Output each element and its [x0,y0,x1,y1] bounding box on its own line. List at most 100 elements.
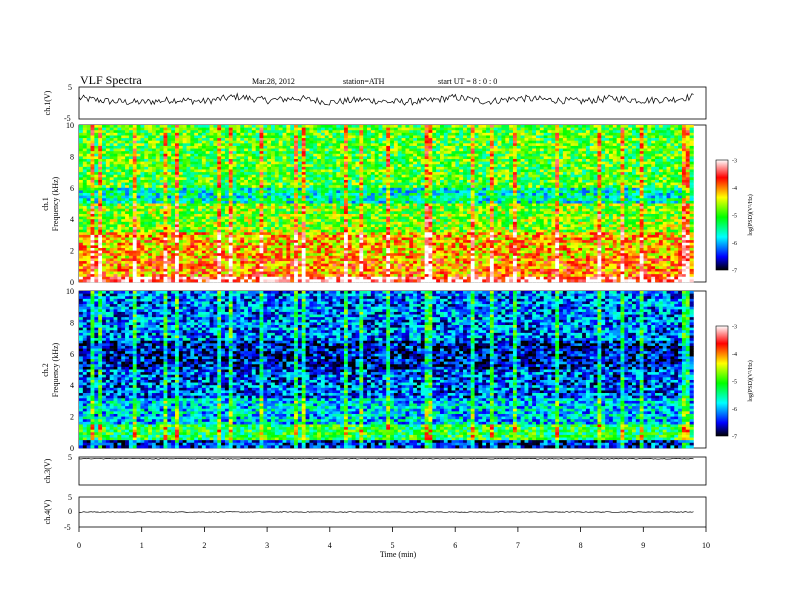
ch1-spectrogram-cell [343,164,349,168]
ch1-spectrogram-cell [559,185,564,189]
ch1-spectrogram-cell [271,143,276,147]
ch1-spectrogram-cell [662,125,667,128]
ch1-spectrogram-cell [117,164,122,168]
ch1-spectrogram-cell [643,177,648,181]
ch1-spectrogram-cell [455,125,460,128]
ch1-spectrogram-cell [132,203,137,207]
ch1-spectrogram-cell [685,177,690,181]
ch1-spectrogram-cell [117,161,122,165]
ch1-spectrogram-cell [309,156,314,160]
ch1-spectrogram-cell [559,148,564,152]
ch1-spectrogram-cell [443,151,448,155]
ch1-spectrogram-cell [240,182,245,186]
ch1-spectrogram-cell [501,130,506,134]
ch1-spectrogram-cell [393,148,399,152]
ch1-spectrogram-cell [493,182,498,186]
ch1-spectrogram-cell [547,159,552,162]
ch1-spectrogram-cell [359,177,364,181]
ch1-spectrogram-cell [117,195,122,199]
ch1-spectrogram-cell [486,135,491,139]
ch1-spectrogram-cell [370,127,376,131]
ch1-spectrogram-cell [470,177,475,181]
ch1-spectrogram-cell [324,148,329,152]
ch1-spectrogram-cell [620,169,625,173]
ch1-spectrogram-cell [121,153,126,157]
ch1-spectrogram-cell [224,198,230,202]
ch1-spectrogram-cell [109,187,114,191]
ch1-spectrogram-cell [570,179,575,183]
ch1-spectrogram-cell [105,206,111,210]
ch1-spectrogram-cell [278,125,283,128]
ch1-spectrogram-cell [217,138,222,141]
ch1-spectrogram-cell [255,145,260,149]
ch1-spectrogram-cell [113,206,118,210]
ch1-spectrogram-cell [163,159,168,162]
ch1-spectrogram-cell [347,164,352,168]
ch1-spectrogram-cell [543,127,548,131]
ch1-spectrogram-cell [109,135,114,139]
ch1-spectrogram-cell [413,187,418,191]
ch1-spectrogram-cell [489,169,495,173]
ch1-spectrogram-cell [574,190,579,194]
ch1-spectrogram-cell [497,125,502,128]
ch1-spectrogram-cell [597,187,602,191]
ch1-spectrogram-cell [489,148,495,152]
ch1-spectrogram-cell [401,185,406,189]
ch1-spectrogram-cell [336,125,341,128]
ch1-spectrogram-cell [616,185,621,189]
ch1-spectrogram-cell [247,164,253,168]
ch1-spectrogram-cell [478,164,483,168]
ch1-spectrogram-cell [271,130,276,134]
ch1-spectrogram-cell [397,148,402,152]
ch1-spectrogram-cell [167,193,172,196]
ch1-spectrogram-cell [447,190,452,194]
ch1-spectrogram-cell [401,130,406,134]
ch1-spectrogram-cell [247,172,253,176]
ch1-spectrogram-cell [578,172,583,176]
ch1-spectrogram-cell [186,135,191,139]
ch1-spectrogram-cell [436,190,441,194]
ch1-spectrogram-cell [589,140,594,144]
ch1-spectrogram-cell [90,127,95,131]
ch1-spectrogram-cell [597,161,602,165]
ch1-spectrogram-cell [635,140,640,144]
ch1-spectrogram-cell [647,127,652,131]
ch1-spectrogram-cell [416,140,422,144]
ch1-spectrogram-cell [221,156,226,160]
ch1-spectrogram-cell [351,156,356,160]
ch1-spectrogram-cell [228,161,233,165]
ch1-spectrogram-cell [247,125,253,128]
ch1-spectrogram-cell [543,190,548,194]
ch1-spectrogram-cell [328,138,333,141]
ch1-spectrogram-cell [628,138,633,141]
ch1-spectrogram-cell [574,182,579,186]
ch1-spectrogram-cell [148,187,153,191]
ch1-spectrogram-cell [217,148,222,152]
ch1-spectrogram-cell [655,190,660,194]
ch1-spectrogram-cell [263,187,268,191]
ch1-spectrogram-cell [98,143,103,147]
ch1-spectrogram-cell [332,198,337,202]
ch1-spectrogram-cell [224,159,230,162]
ch1-spectrogram-cell [224,151,230,155]
ch1-spectrogram-cell [217,187,222,191]
ch1-spectrogram-cell [605,132,610,136]
ch1-spectrogram-cell [359,166,364,170]
ch1-spectrogram-cell [536,193,541,196]
ch1-spectrogram-cell [566,148,571,152]
ch1-spectrogram-cell [370,132,376,136]
ch1-spectrogram-cell [236,174,241,178]
ch1-spectrogram-cell [551,182,556,186]
ch1-spectrogram-cell [632,169,637,173]
ch1-spectrogram-cell [267,164,272,168]
ch1-spectrogram-cell [539,182,544,186]
ch1-spectrogram-cell [79,164,84,168]
ch1-spectrogram-cell [236,156,241,160]
ch1-spectrogram-cell [478,130,483,134]
ch1-spectrogram-cell [478,143,483,147]
ch1-spectrogram-cell [148,172,153,176]
ch1-spectrogram-cell [213,187,218,191]
ch1-spectrogram-cell [205,145,210,149]
ch1-spectrogram-cell [393,203,399,207]
ch1-spectrogram-cell [612,177,617,181]
